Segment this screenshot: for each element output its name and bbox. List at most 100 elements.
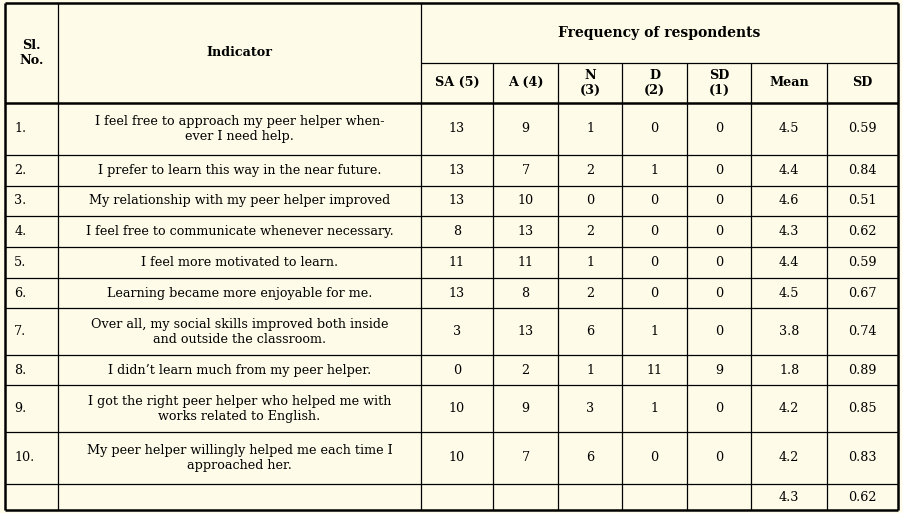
Text: My peer helper willingly helped me each time I
approached her.: My peer helper willingly helped me each … — [87, 444, 391, 471]
Text: 9: 9 — [520, 123, 529, 135]
Text: Learning became more enjoyable for me.: Learning became more enjoyable for me. — [106, 287, 372, 300]
Text: 6: 6 — [585, 451, 594, 464]
Text: 9: 9 — [714, 364, 723, 377]
Text: 0.59: 0.59 — [848, 256, 876, 269]
Text: 5.: 5. — [14, 256, 26, 269]
Text: 1: 1 — [585, 123, 594, 135]
Text: 10: 10 — [517, 194, 533, 207]
Text: 0.74: 0.74 — [848, 325, 876, 338]
Text: 13: 13 — [448, 164, 465, 177]
Text: 11: 11 — [448, 256, 465, 269]
Text: 13: 13 — [517, 225, 533, 238]
Text: 3.: 3. — [14, 194, 26, 207]
Text: 0: 0 — [714, 451, 723, 464]
Text: I didn’t learn much from my peer helper.: I didn’t learn much from my peer helper. — [107, 364, 371, 377]
Text: Mean: Mean — [769, 76, 808, 89]
Text: 8: 8 — [453, 225, 461, 238]
Text: Frequency of respondents: Frequency of respondents — [557, 26, 760, 40]
Text: SD
(1): SD (1) — [708, 69, 729, 97]
Text: I feel free to approach my peer helper when-
ever I need help.: I feel free to approach my peer helper w… — [95, 115, 383, 143]
Text: 6: 6 — [585, 325, 594, 338]
Text: 8.: 8. — [14, 364, 26, 377]
Text: 11: 11 — [517, 256, 533, 269]
Text: 4.6: 4.6 — [778, 194, 798, 207]
Text: 0: 0 — [649, 451, 658, 464]
Text: 2: 2 — [585, 287, 594, 300]
Text: SA (5): SA (5) — [434, 76, 479, 89]
Text: 0.83: 0.83 — [848, 451, 876, 464]
Text: 4.5: 4.5 — [778, 287, 798, 300]
Text: 0: 0 — [714, 325, 723, 338]
Text: 4.4: 4.4 — [778, 164, 798, 177]
Text: 0: 0 — [714, 287, 723, 300]
Text: D
(2): D (2) — [643, 69, 665, 97]
Text: 2: 2 — [585, 225, 594, 238]
Text: 4.5: 4.5 — [778, 123, 798, 135]
Text: 4.: 4. — [14, 225, 26, 238]
Text: I prefer to learn this way in the near future.: I prefer to learn this way in the near f… — [97, 164, 381, 177]
Text: 6.: 6. — [14, 287, 26, 300]
Text: 3: 3 — [585, 402, 594, 415]
Text: 1.: 1. — [14, 123, 26, 135]
Text: 8: 8 — [520, 287, 529, 300]
Text: 1: 1 — [585, 256, 594, 269]
Text: I got the right peer helper who helped me with
works related to English.: I got the right peer helper who helped m… — [87, 394, 391, 423]
Text: My relationship with my peer helper improved: My relationship with my peer helper impr… — [88, 194, 390, 207]
Text: 0: 0 — [585, 194, 594, 207]
Text: 0.84: 0.84 — [848, 164, 876, 177]
Text: 2: 2 — [520, 364, 529, 377]
Text: 4.3: 4.3 — [778, 225, 798, 238]
Text: Indicator: Indicator — [207, 46, 272, 60]
Text: 1.8: 1.8 — [778, 364, 798, 377]
Text: 10: 10 — [448, 451, 465, 464]
Text: 2: 2 — [585, 164, 594, 177]
Text: 7: 7 — [520, 451, 529, 464]
Text: A (4): A (4) — [507, 76, 543, 89]
Text: 0: 0 — [649, 287, 658, 300]
Text: 0: 0 — [649, 194, 658, 207]
Text: 0: 0 — [714, 225, 723, 238]
Text: 0: 0 — [714, 164, 723, 177]
Text: 1: 1 — [650, 402, 658, 415]
Text: SD: SD — [851, 76, 872, 89]
Text: 7: 7 — [520, 164, 529, 177]
Text: 1: 1 — [585, 364, 594, 377]
Text: 4.3: 4.3 — [778, 490, 798, 504]
Text: 0: 0 — [714, 402, 723, 415]
Text: 13: 13 — [448, 123, 465, 135]
Text: 11: 11 — [646, 364, 662, 377]
Text: 0.67: 0.67 — [848, 287, 876, 300]
Text: 3: 3 — [453, 325, 461, 338]
Text: 0.59: 0.59 — [848, 123, 876, 135]
Text: 4.2: 4.2 — [778, 402, 798, 415]
Text: 0.51: 0.51 — [848, 194, 876, 207]
Text: 9.: 9. — [14, 402, 26, 415]
Text: 10: 10 — [448, 402, 465, 415]
Text: 13: 13 — [448, 194, 465, 207]
Text: 0: 0 — [714, 123, 723, 135]
Text: 0: 0 — [714, 194, 723, 207]
Text: N
(3): N (3) — [579, 69, 600, 97]
Text: 4.2: 4.2 — [778, 451, 798, 464]
Text: 0: 0 — [649, 123, 658, 135]
Text: I feel free to communicate whenever necessary.: I feel free to communicate whenever nece… — [86, 225, 393, 238]
Text: 0: 0 — [649, 256, 658, 269]
Text: 1: 1 — [650, 164, 658, 177]
Text: Sl.
No.: Sl. No. — [19, 39, 43, 67]
Text: 0.89: 0.89 — [848, 364, 876, 377]
Text: 7.: 7. — [14, 325, 26, 338]
Text: 0.62: 0.62 — [848, 490, 876, 504]
Text: 0: 0 — [649, 225, 658, 238]
Text: 0: 0 — [714, 256, 723, 269]
Text: 10.: 10. — [14, 451, 34, 464]
Text: 13: 13 — [517, 325, 533, 338]
Text: 3.8: 3.8 — [778, 325, 798, 338]
Text: 9: 9 — [520, 402, 529, 415]
Text: 4.4: 4.4 — [778, 256, 798, 269]
Text: 1: 1 — [650, 325, 658, 338]
Text: 0.62: 0.62 — [848, 225, 876, 238]
Text: 13: 13 — [448, 287, 465, 300]
Text: 0.85: 0.85 — [848, 402, 876, 415]
Text: I feel more motivated to learn.: I feel more motivated to learn. — [141, 256, 337, 269]
Text: 0: 0 — [453, 364, 461, 377]
